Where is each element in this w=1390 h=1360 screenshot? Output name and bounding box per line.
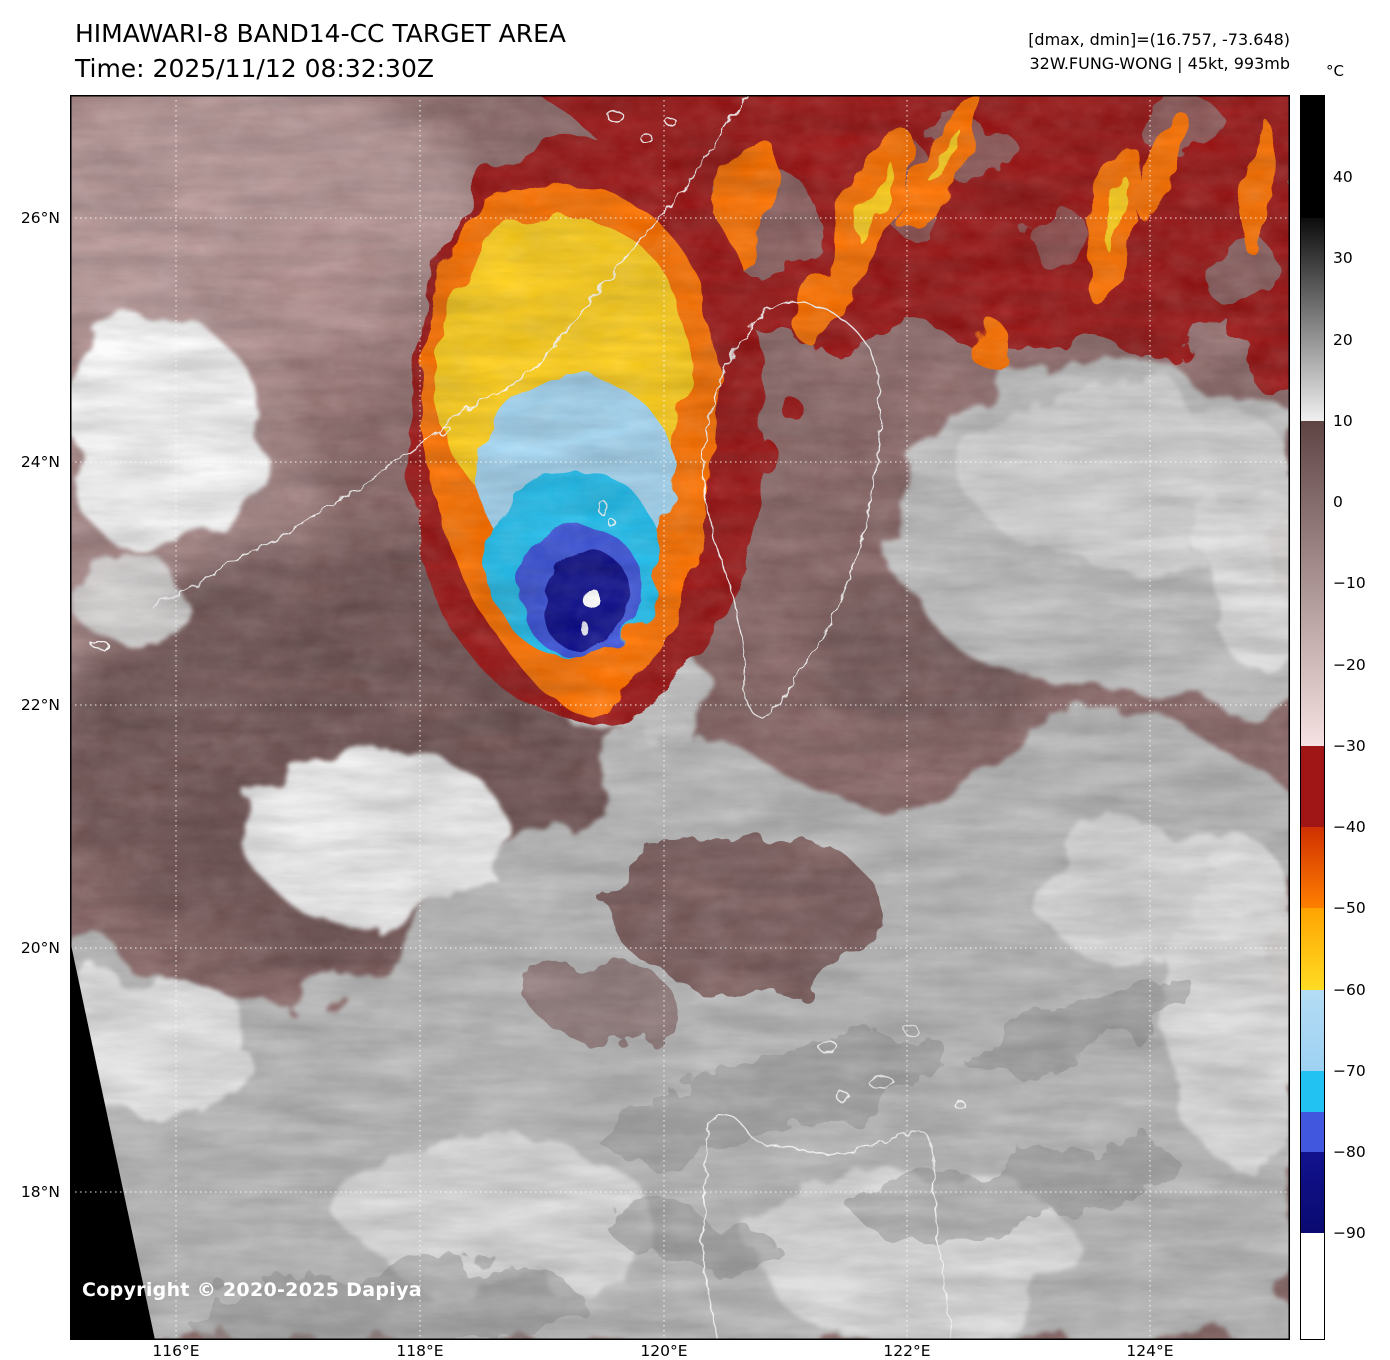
- storm-info: 32W.FUNG-WONG | 45kt, 993mb: [1029, 54, 1290, 73]
- colorbar-segment: [1301, 1152, 1324, 1234]
- colorbar-tick-label: −90: [1333, 1224, 1366, 1243]
- colorbar-segment: [1301, 827, 1324, 909]
- colorbar-tick-label: −30: [1333, 736, 1366, 755]
- colorbar-tick-label: −80: [1333, 1143, 1366, 1162]
- lat-label: 18°N: [20, 1183, 60, 1201]
- lat-label: 26°N: [20, 209, 60, 227]
- colorbar-segment: [1301, 1233, 1324, 1339]
- colorbar-segment: [1301, 1111, 1324, 1153]
- lat-label: 20°N: [20, 939, 60, 957]
- colorbar-tick-label: 40: [1333, 168, 1353, 187]
- colorbar-tick-label: −60: [1333, 980, 1366, 999]
- gridlines: [70, 95, 1290, 1340]
- colorbar-tick-label: 10: [1333, 411, 1353, 430]
- timestamp: Time: 2025/11/12 08:32:30Z: [75, 54, 434, 83]
- colorbar-segment: [1301, 420, 1324, 747]
- map-border: [70, 95, 1290, 1340]
- header-left: HIMAWARI-8 BAND14-CC TARGET AREA Time: 2…: [75, 16, 566, 86]
- colorbar-tick-label: 0: [1333, 493, 1343, 512]
- colorbar-tick-label: −50: [1333, 899, 1366, 918]
- colorbar-tick-label: 20: [1333, 330, 1353, 349]
- colorbar-segment: [1301, 217, 1324, 422]
- lon-label: 116°E: [152, 1342, 200, 1360]
- colorbar-ticks: 40 30 20 10 0 −10 −20 −30 −40 −50 −60 −70 −80 −90: [1333, 95, 1389, 1345]
- colorbar-tick-label: −10: [1333, 574, 1366, 593]
- satellite-imagery: [70, 95, 1290, 1340]
- lat-label: 22°N: [20, 696, 60, 714]
- colorbar-segment: [1301, 96, 1324, 219]
- lon-label: 120°E: [640, 1342, 688, 1360]
- copyright-notice: Copyright © 2020-2025 Dapiya: [82, 1279, 422, 1301]
- colorbar-segment: [1301, 908, 1324, 991]
- texture-overlay-dark: [70, 95, 1290, 1340]
- lat-label: 24°N: [20, 453, 60, 471]
- colorbar-segment: [1301, 989, 1324, 1072]
- colorbar-tick-label: −40: [1333, 818, 1366, 837]
- product-title: HIMAWARI-8 BAND14-CC TARGET AREA: [75, 19, 567, 48]
- colorbar-segment: [1301, 1070, 1324, 1112]
- map-panel: Copyright © 2020-2025 Dapiya: [70, 95, 1290, 1340]
- lon-label: 124°E: [1126, 1342, 1174, 1360]
- lon-label: 118°E: [396, 1342, 444, 1360]
- header-right: [dmax, dmin]=(16.757, -73.648) 32W.FUNG-…: [1028, 28, 1290, 76]
- colorbar-unit-label: °C: [1326, 62, 1344, 80]
- colorbar-tick-label: 30: [1333, 249, 1353, 268]
- colorbar: [1300, 95, 1325, 1340]
- colorbar-segment: [1301, 745, 1324, 828]
- lon-label: 122°E: [883, 1342, 931, 1360]
- dmax-dmin-readout: [dmax, dmin]=(16.757, -73.648): [1028, 30, 1290, 49]
- colorbar-tick-label: −20: [1333, 655, 1366, 674]
- colorbar-tick-label: −70: [1333, 1061, 1366, 1080]
- no-data-wedge: [70, 940, 155, 1340]
